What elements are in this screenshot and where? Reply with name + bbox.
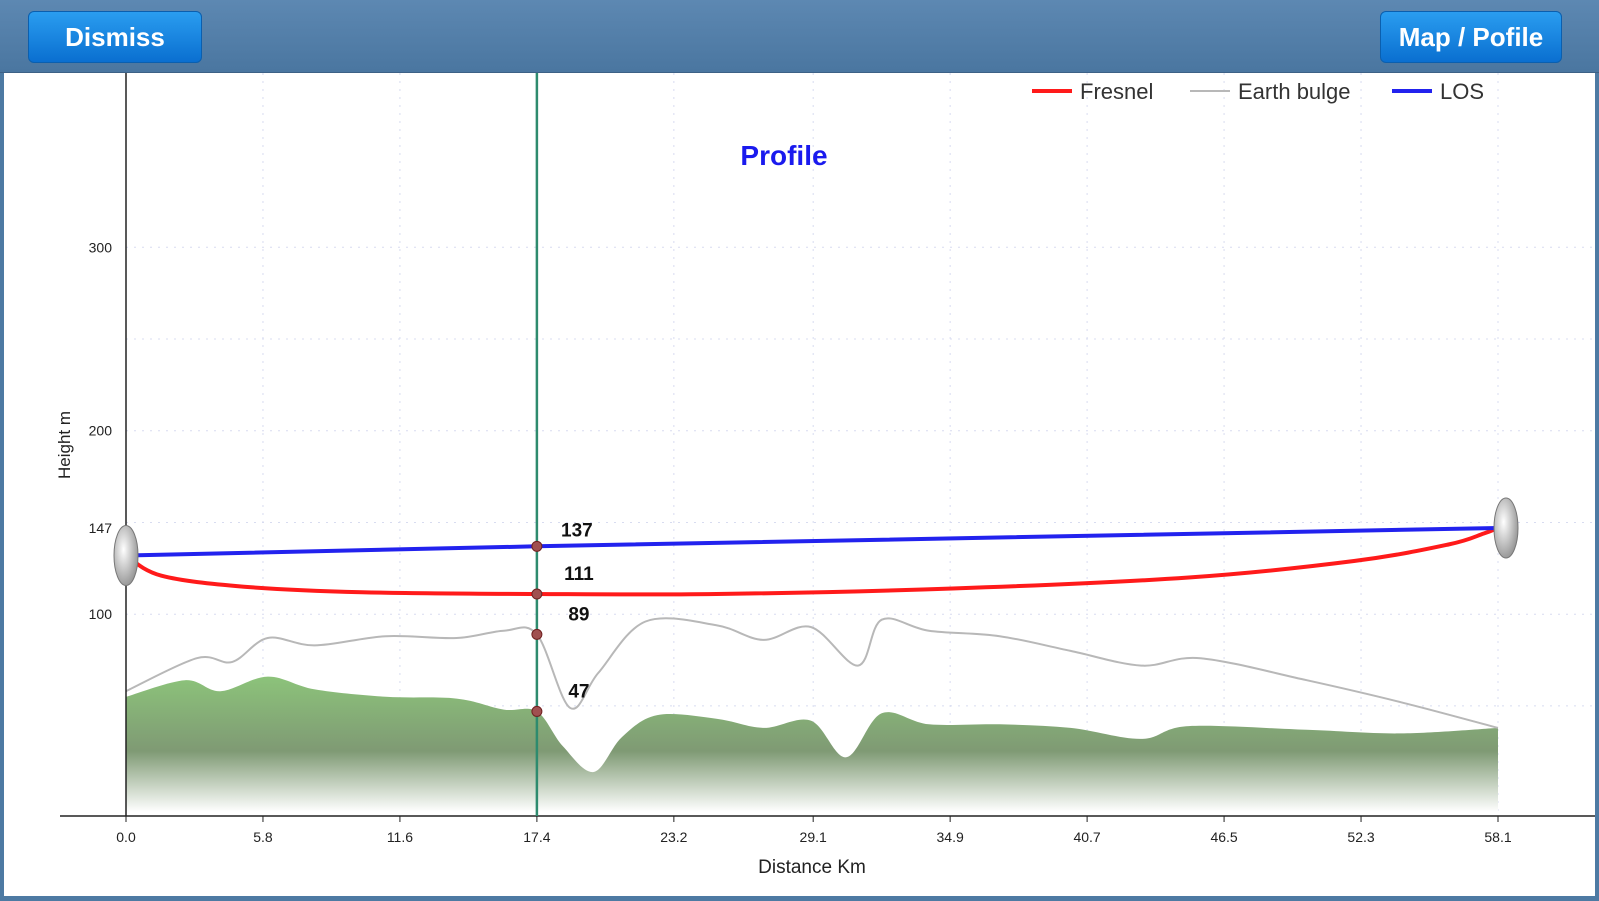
y-tick-label: 147: [89, 520, 113, 536]
top-toolbar: Dismiss Map / Pofile: [0, 0, 1599, 73]
legend: Fresnel Earth bulge LOS: [1032, 79, 1484, 104]
y-axis-label: Height m: [55, 411, 74, 479]
cursor-point: [531, 540, 543, 552]
cursor-value-label: 111: [564, 564, 594, 585]
chart-title: Profile: [740, 140, 827, 171]
y-tick-label: 100: [89, 606, 113, 622]
cursor-point: [531, 588, 543, 600]
y-tick-label: 300: [89, 239, 113, 255]
cursor-value-label: 47: [568, 681, 589, 702]
x-tick-label: 40.7: [1073, 829, 1100, 845]
markers: [113, 497, 1519, 586]
x-tick-label: 17.4: [523, 829, 550, 845]
earth-bulge-line: [125, 617, 1499, 729]
chart-panel: 0.0 5.8 11.6 17.4 23.2 29.1 34.9 40.7 46.5 52.3 58…: [4, 73, 1595, 896]
cursor-point: [531, 705, 543, 717]
x-tick-label: 11.6: [387, 829, 413, 845]
start-antenna-icon: [113, 524, 139, 586]
x-axis-label: Distance Km: [758, 857, 866, 878]
axes: 0.0 5.8 11.6 17.4 23.2 29.1 34.9 40.7 46.5 52.3 58…: [60, 73, 1595, 845]
legend-label-fresnel: Fresnel: [1080, 79, 1153, 104]
terrain-area-layer: [126, 676, 1498, 812]
x-tick-label: 52.3: [1347, 829, 1374, 845]
profile-chart[interactable]: 0.0 5.8 11.6 17.4 23.2 29.1 34.9 40.7 46.5 52.3 58…: [4, 73, 1595, 896]
fresnel-line: [124, 526, 1499, 597]
x-tick-label: 29.1: [800, 829, 827, 845]
cursor-value-label: 89: [568, 604, 589, 625]
grid: [125, 73, 1595, 816]
end-antenna-icon: [1493, 497, 1519, 559]
x-tick-label: 46.5: [1210, 829, 1237, 845]
cursor-value-label: 137: [561, 520, 593, 541]
x-tick-label: 5.8: [253, 829, 273, 845]
map-profile-button[interactable]: Map / Pofile: [1380, 11, 1562, 63]
x-tick-label: 58.1: [1484, 829, 1511, 845]
y-tick-label: 200: [89, 423, 113, 439]
legend-label-earth-bulge: Earth bulge: [1238, 79, 1351, 104]
x-tick-label: 23.2: [660, 829, 687, 845]
terrain-area: [126, 676, 1498, 812]
los-line: [125, 526, 1499, 558]
dismiss-button[interactable]: Dismiss: [28, 11, 202, 63]
x-tick-label: 0.0: [116, 829, 136, 845]
legend-label-los: LOS: [1440, 79, 1484, 104]
x-tick-label: 34.9: [937, 829, 964, 845]
cursor-layer: 137 111 89 47: [531, 73, 594, 816]
cursor-point: [531, 628, 543, 640]
